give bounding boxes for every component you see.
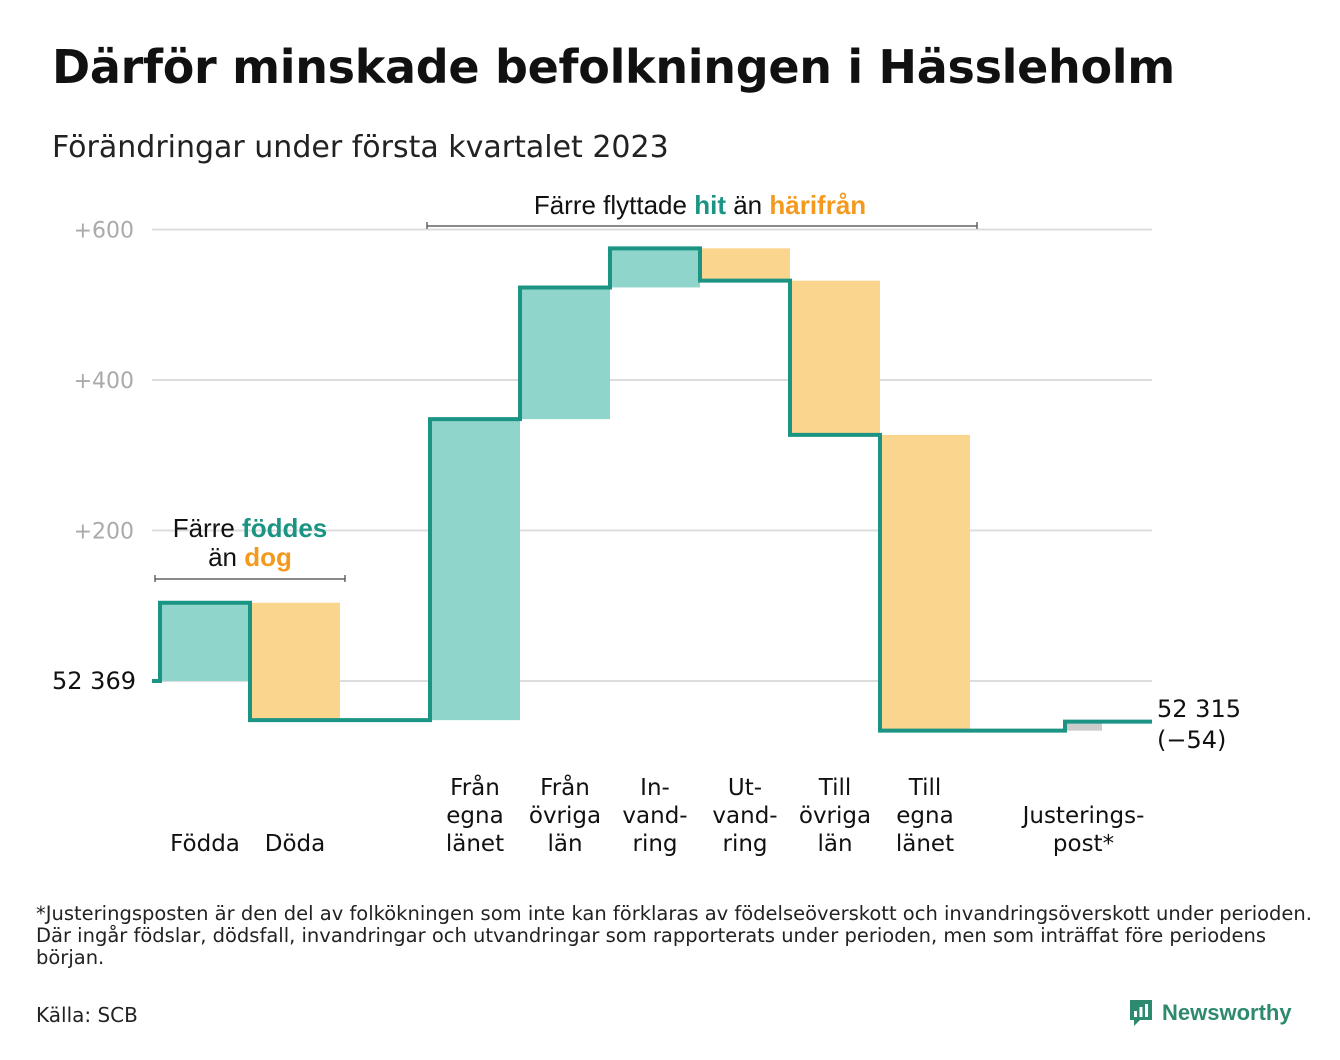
newsworthy-logo-icon: [1130, 1000, 1152, 1026]
category-labels: Födda DödaFrånegnalänetFrånövrigalänIn-va…: [170, 773, 1144, 857]
category-label: post*: [1053, 831, 1114, 857]
category-label: länet: [446, 831, 504, 857]
annotation-text: Färre flyttade: [534, 190, 694, 220]
source-note: Källa: SCB: [36, 1003, 138, 1027]
bar: [880, 434, 970, 731]
brand-name: Newsworthy: [1162, 1000, 1292, 1025]
category-label: egna: [896, 803, 953, 829]
category-label: Ut-: [728, 775, 762, 801]
bar: [160, 602, 250, 681]
annotation-text: än: [208, 542, 244, 572]
births-annotation: Färre föddes än dog: [154, 513, 346, 582]
brand: Newsworthy: [1128, 998, 1292, 1028]
category-label: ring: [722, 831, 767, 857]
category-label: vand-: [712, 803, 777, 829]
footnote: *Justeringsposten är den del av folkökni…: [36, 902, 1312, 969]
annotation-bracket: [426, 222, 978, 229]
category-label: övriga: [529, 803, 601, 829]
category-label: Från: [450, 773, 500, 801]
category-label: Födda: [170, 831, 240, 857]
category-label: ring: [632, 831, 677, 857]
end-change-label: (−54): [1157, 726, 1226, 754]
svg-text:Färre föddes: Färre föddes: [173, 513, 328, 543]
svg-text:än dog: än dog: [208, 542, 292, 572]
bar: [430, 419, 520, 721]
bar: [790, 280, 880, 435]
category-label: län: [817, 831, 852, 857]
category-label: Justerings-: [1021, 803, 1145, 829]
annotation-bracket: [154, 575, 346, 582]
y-tick-label: +600: [74, 219, 134, 244]
bar: [520, 287, 610, 420]
chart-subtitle: Förändringar under första kvartalet 2023: [52, 130, 669, 165]
annotation-highlight-hit: föddes: [242, 513, 327, 543]
y-tick-label: +400: [74, 369, 134, 394]
svg-text:Färre flyttade hit än härifrån: Färre flyttade hit än härifrån: [534, 190, 866, 220]
category-label: län: [547, 831, 582, 857]
category-label: Döda: [265, 831, 325, 857]
annotation-highlight-harifran: dog: [244, 542, 292, 572]
annotation-highlight-harifran: härifrån: [769, 190, 866, 220]
population-step-line: [152, 246, 1152, 733]
category-label: In-: [640, 775, 670, 801]
start-value-label: 52 369: [52, 667, 136, 695]
bar: [250, 602, 340, 721]
annotation-text: än: [726, 190, 769, 220]
annotation-text: Färre: [173, 513, 242, 543]
category-label: Från: [540, 773, 590, 801]
bar: [1065, 721, 1102, 731]
category-label: Till: [818, 775, 852, 801]
end-value-label: 52 315: [1157, 695, 1241, 723]
chart-title: Därför minskade befolkningen i Hässlehol…: [52, 40, 1175, 94]
y-tick-label: +200: [74, 520, 134, 545]
category-label: egna: [446, 803, 503, 829]
bar: [610, 248, 700, 288]
gridlines: +200 +400 +600: [74, 219, 1152, 682]
category-label: Till: [908, 775, 942, 801]
migration-annotation: Färre flyttade hit än härifrån: [426, 190, 978, 229]
bar: [700, 248, 790, 281]
category-label: övriga: [799, 803, 871, 829]
category-label: länet: [896, 831, 954, 857]
category-label: vand-: [622, 803, 687, 829]
annotation-highlight-hit: hit: [694, 190, 726, 220]
waterfall-chart: +200+400+600 Födda DödaFrånegnalänetFrånö…: [52, 190, 1241, 857]
bars: [160, 248, 1102, 731]
